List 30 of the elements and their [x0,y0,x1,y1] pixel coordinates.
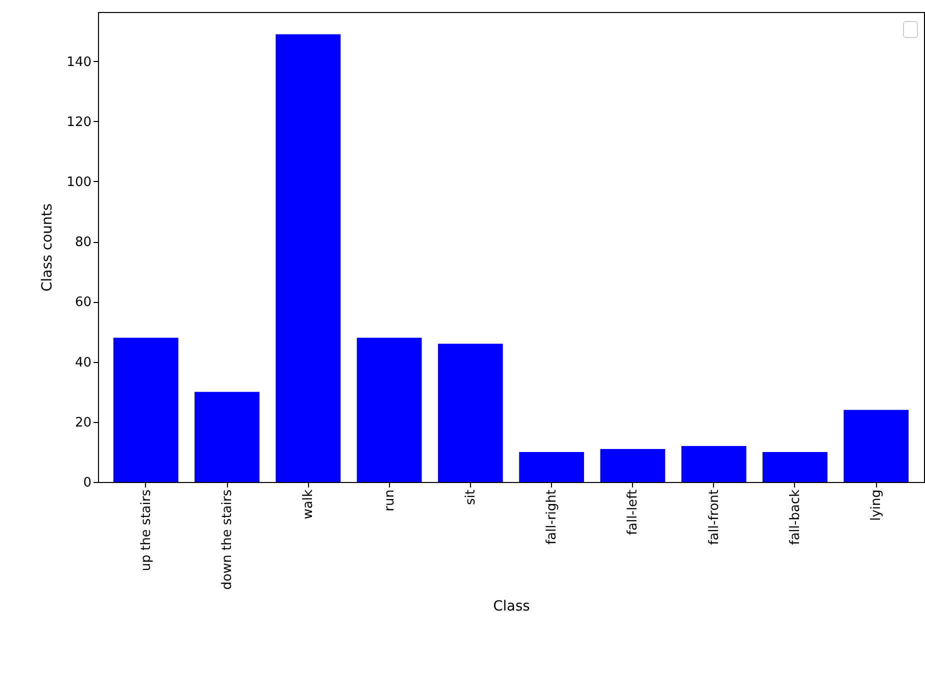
x-axis-title: Class [493,598,530,615]
bar [113,338,178,482]
x-tick-label: fall-back [788,489,803,545]
y-tick-label: 80 [74,235,92,250]
y-tick-label: 40 [74,355,92,370]
y-axis-title: Class counts [40,203,56,292]
y-tick-label: 0 [83,476,92,490]
bar [762,452,828,482]
bar [519,452,584,482]
y-tick-label: 60 [74,295,92,310]
bar [194,392,260,482]
x-tick-label: sit [463,490,478,505]
y-tick-label: 120 [66,114,92,130]
bar [844,410,909,482]
x-tick-label: fall-left [626,490,641,536]
x-tick-label: run [382,490,398,512]
x-tick-label: up the stairs [138,489,154,572]
x-tick-label: lying [869,490,884,521]
bar [600,448,666,482]
x-tick-label: down the stairs [220,489,236,590]
bar [681,446,746,482]
y-tick-label: 100 [66,174,92,190]
bar [438,344,503,482]
x-tick-label: walk [301,489,316,520]
y-tick-label: 20 [74,415,92,430]
bar [276,34,341,482]
x-tick-label: fall-front [706,490,722,545]
y-tick-label: 140 [66,54,92,70]
bar [356,338,422,482]
x-tick-label: fall-right [544,490,560,545]
